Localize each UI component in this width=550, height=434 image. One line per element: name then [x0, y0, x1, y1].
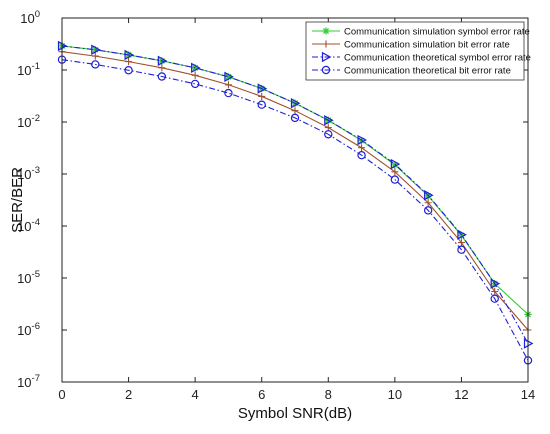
x-tick-label: 6	[258, 387, 265, 402]
legend-label: Communication theoretical symbol error r…	[344, 53, 531, 64]
x-tick-label: 2	[125, 387, 132, 402]
data-point-circle	[324, 130, 333, 139]
data-point-triangle-right	[324, 115, 334, 126]
data-point-circle	[290, 113, 300, 123]
y-tick-label: 10-3	[17, 165, 40, 182]
series-4	[57, 55, 533, 365]
data-point-plus	[391, 168, 399, 176]
data-point-plus	[224, 81, 232, 89]
x-tick-label: 14	[521, 387, 535, 402]
data-point-star	[224, 73, 233, 81]
data-point-circle	[321, 65, 331, 75]
data-point-plus	[491, 288, 499, 296]
data-point-circle	[124, 66, 133, 75]
y-tick-label: 100	[20, 9, 40, 26]
series-line	[61, 45, 529, 344]
data-point-circle	[357, 150, 366, 160]
data-point-triangle-right	[91, 44, 101, 55]
legend-label: Communication simulation symbol error ra…	[344, 27, 530, 38]
series-layer	[57, 40, 534, 365]
series-line	[61, 59, 529, 361]
x-tick-label: 0	[58, 387, 65, 402]
series-3	[57, 40, 534, 349]
data-point-plus	[358, 144, 366, 152]
y-tick-label: 10-7	[17, 373, 40, 390]
legend-item: Communication simulation symbol error ra…	[312, 27, 530, 38]
data-point-triangle-right	[224, 71, 234, 83]
legend-item: Communication simulation bit error rate	[312, 40, 510, 51]
data-point-star	[322, 27, 330, 35]
data-point-triangle-right	[457, 229, 467, 240]
y-axis-label: SER/BER	[9, 167, 26, 233]
data-point-triangle-right	[257, 83, 268, 94]
y-tick-label: 10-6	[17, 321, 40, 338]
y-tick-label: 10-2	[17, 113, 40, 130]
legend-label: Communication simulation bit error rate	[344, 40, 510, 51]
data-point-circle	[423, 206, 433, 215]
data-point-plus	[191, 71, 199, 79]
legend-label: Communication theoretical bit error rate	[344, 66, 511, 77]
data-point-triangle-right	[424, 190, 434, 201]
data-point-triangle-right	[124, 49, 135, 61]
x-tick-label: 12	[454, 387, 468, 402]
x-tick-label: 4	[192, 387, 199, 402]
data-point-triangle-right	[290, 97, 301, 109]
x-axis-label: Symbol SNR(dB)	[238, 405, 352, 422]
plot-frame	[61, 17, 529, 383]
y-tick-label: 10-5	[17, 269, 40, 286]
data-point-plus	[158, 64, 166, 72]
data-point-star	[457, 231, 466, 239]
legend-item: Communication theoretical symbol error r…	[312, 51, 531, 64]
legend: Communication simulation symbol error ra…	[305, 21, 531, 81]
data-point-plus	[324, 124, 332, 132]
legend-box	[305, 21, 525, 81]
data-point-triangle-right	[157, 55, 168, 67]
data-point-circle	[390, 175, 400, 184]
data-point-triangle-right	[191, 62, 201, 74]
x-tick-label: 8	[325, 387, 332, 402]
data-point-circle	[224, 88, 233, 98]
data-point-star	[191, 64, 199, 72]
data-point-triangle-right	[490, 278, 501, 289]
data-point-plus	[424, 199, 432, 207]
data-point-plus	[125, 58, 133, 66]
legend-item: Communication theoretical bit error rate	[312, 66, 511, 77]
y-tick-label: 10-1	[17, 61, 40, 78]
data-point-plus	[457, 239, 465, 247]
data-point-circle	[190, 79, 200, 89]
data-point-triangle-right	[390, 158, 401, 170]
y-tick-label: 10-4	[17, 217, 40, 234]
x-tick-label: 10	[388, 387, 402, 402]
data-point-triangle-right	[321, 51, 332, 63]
data-point-plus	[291, 107, 299, 115]
data-point-circle	[457, 245, 466, 254]
data-point-circle	[257, 100, 266, 109]
data-point-plus	[322, 40, 330, 48]
data-point-plus	[258, 92, 266, 100]
data-point-circle	[91, 60, 100, 69]
data-point-circle	[490, 294, 499, 303]
data-point-triangle-right	[357, 134, 368, 146]
data-point-circle	[157, 72, 167, 81]
data-point-plus	[91, 52, 99, 60]
